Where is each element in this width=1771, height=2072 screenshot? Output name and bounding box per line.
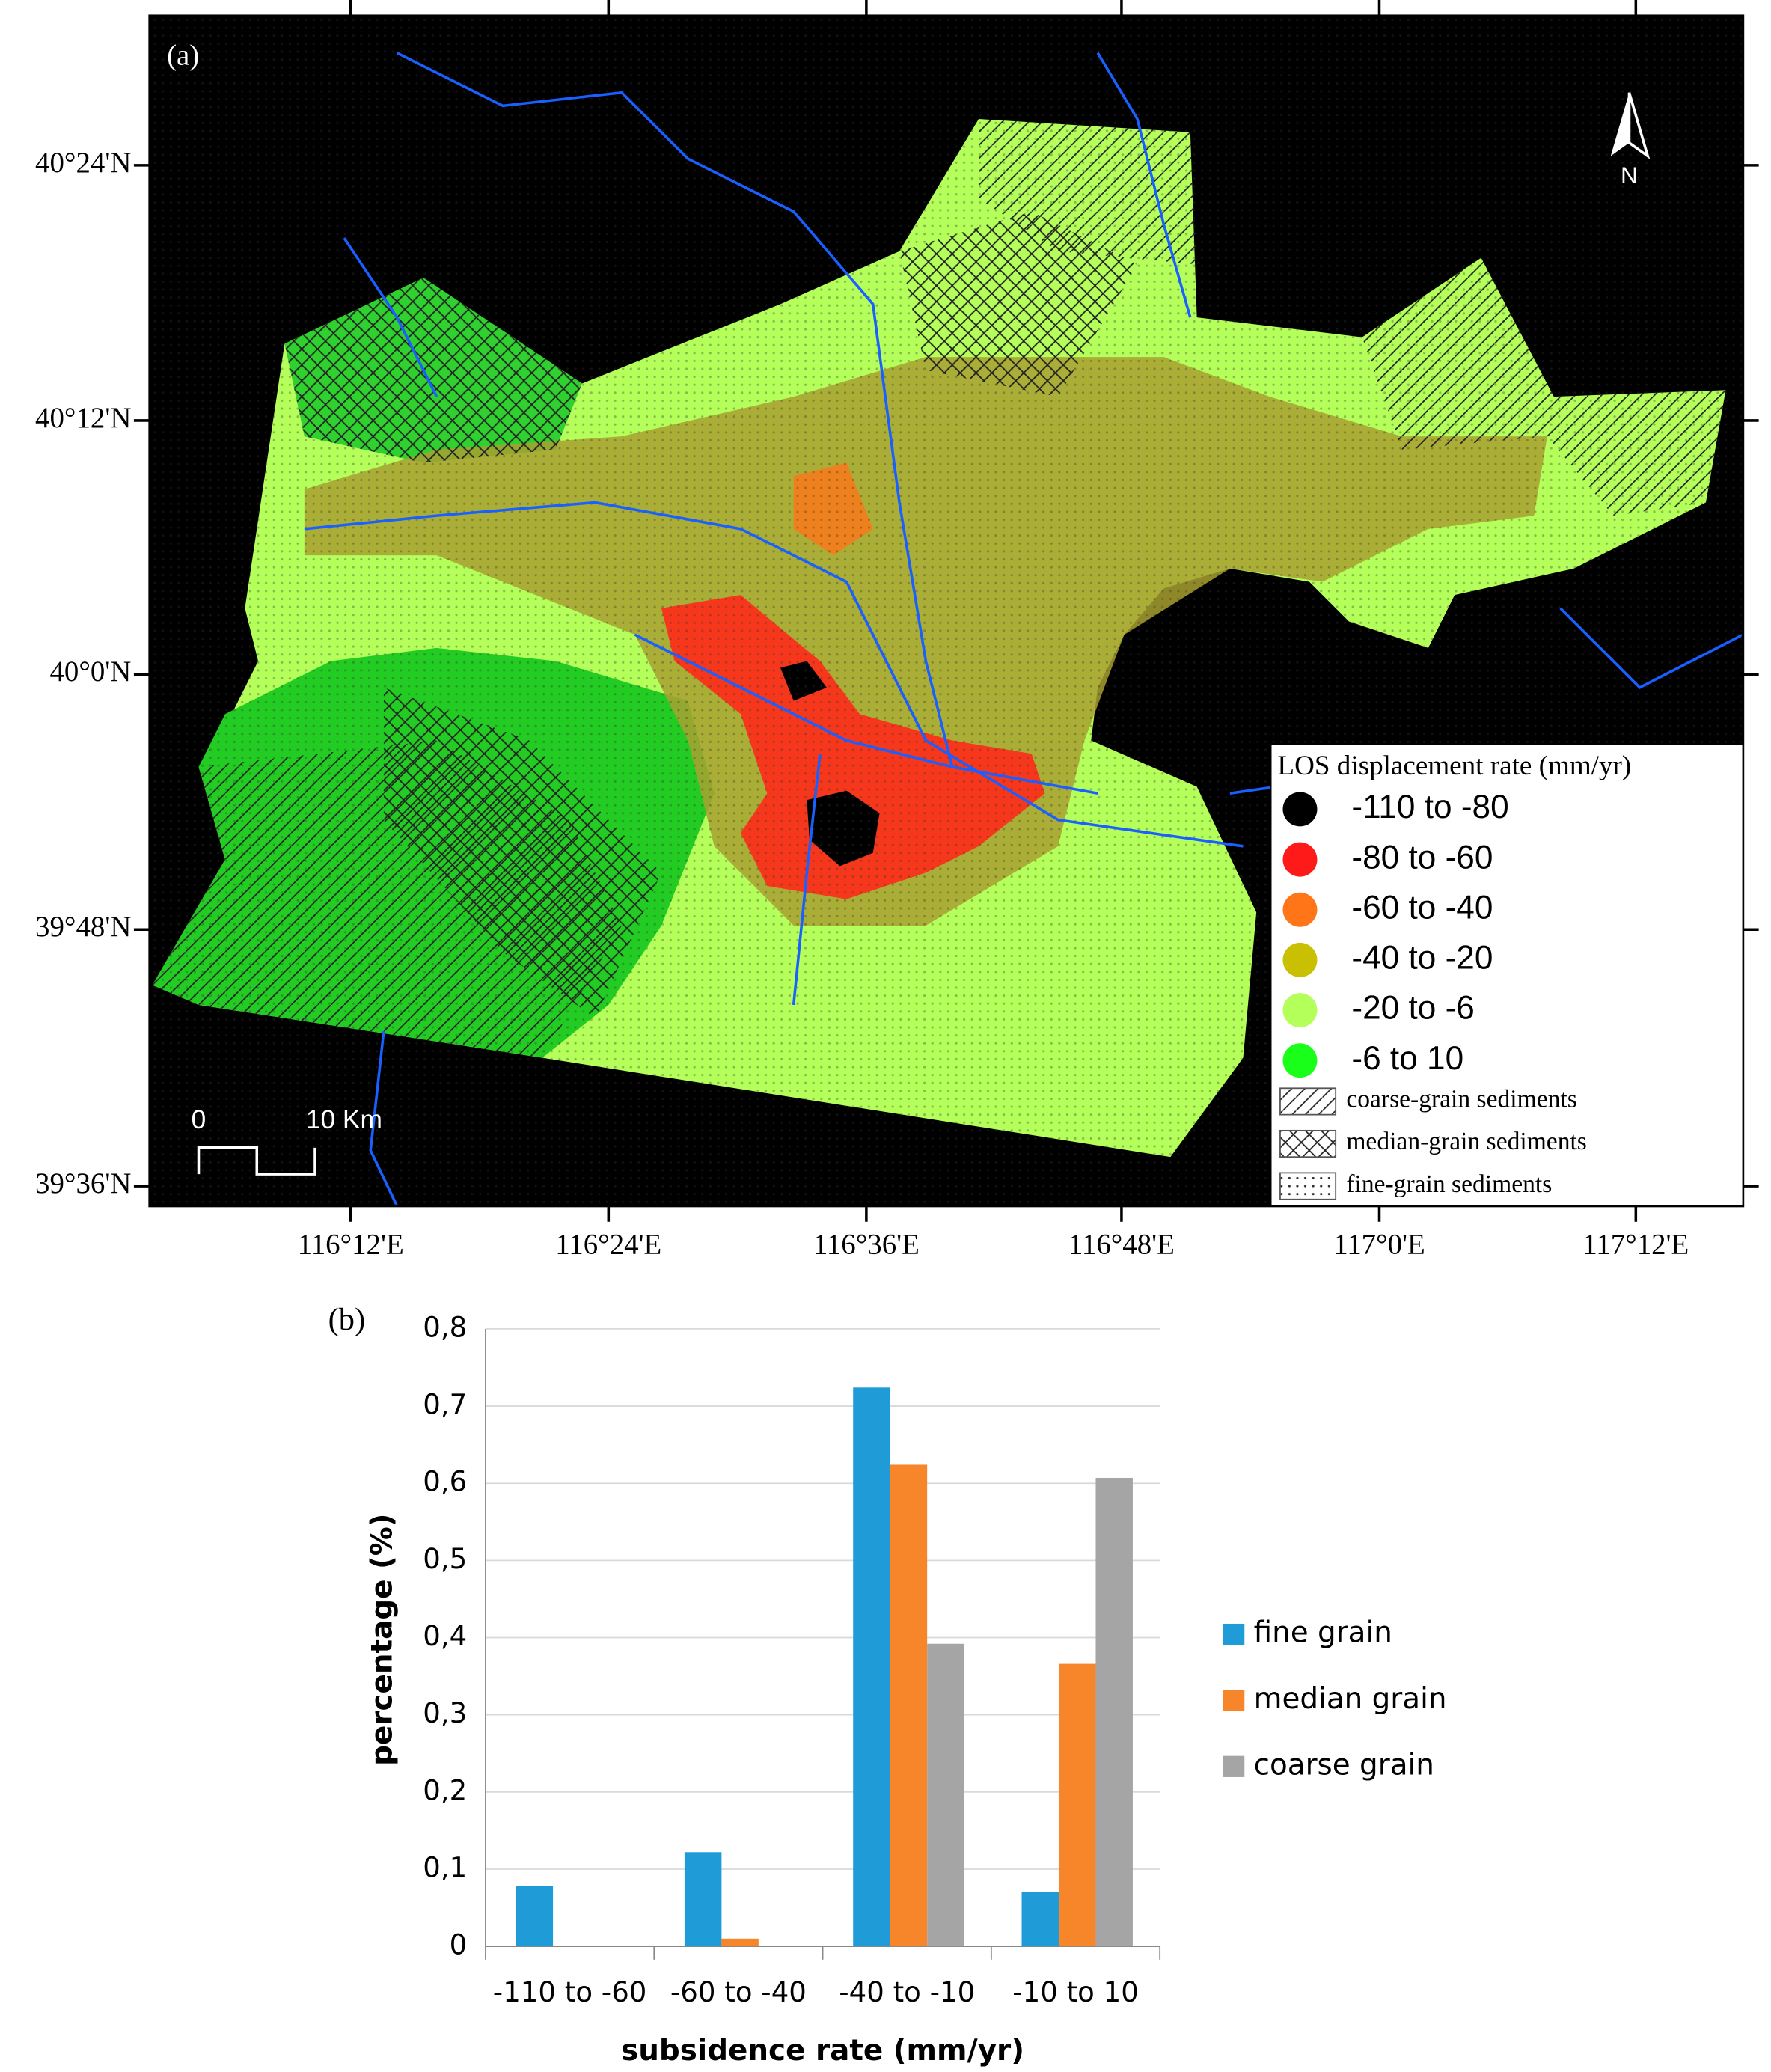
map-frame — [148, 14, 1745, 1208]
map-legend — [1270, 743, 1744, 1207]
lon-label: 117°0'E — [1333, 1228, 1425, 1260]
legend-swatch — [1282, 993, 1318, 1028]
y-tick-label: 0,2 — [423, 1774, 467, 1806]
median-grain-area — [383, 687, 661, 1018]
y-tick-label: 0,4 — [423, 1620, 467, 1652]
bar-chart: (b) percentage (%) subsidence rate (mm/y… — [328, 1302, 1447, 2068]
pattern-swatch — [1279, 1129, 1337, 1158]
legend-swatch — [1223, 1623, 1245, 1645]
legend-label: coarse grain — [1254, 1748, 1434, 1782]
lon-label: 116°36'E — [813, 1228, 920, 1260]
y-tick-label: 0,8 — [423, 1311, 467, 1343]
lat-label: 39°36'N — [35, 1167, 131, 1200]
y-tick-label: 0,7 — [423, 1389, 467, 1421]
legend-swatch — [1282, 1043, 1318, 1078]
map: (a) 40°24'N 40°12'N 40°0'N 39°48'N 39°36'N 11… — [35, 0, 1759, 1260]
legend-swatch — [1282, 892, 1318, 927]
lat-label: 40°12'N — [35, 402, 131, 434]
panel-label: (a) — [167, 40, 199, 72]
y-tick-label: 0,1 — [423, 1851, 467, 1883]
lon-label: 116°24'E — [555, 1228, 661, 1260]
pattern-swatch — [1279, 1172, 1337, 1200]
bar — [853, 1387, 890, 1947]
bar — [1095, 1477, 1133, 1947]
lon-label: 117°12'E — [1582, 1228, 1689, 1260]
legend-label: fine grain — [1254, 1616, 1392, 1650]
bar — [927, 1643, 964, 1947]
panel-label: (b) — [328, 1302, 365, 1337]
legend-swatch — [1282, 942, 1318, 977]
legend-label: -60 to -40 — [1351, 889, 1493, 926]
y-tick-label: 0,6 — [423, 1466, 467, 1498]
legend-label: -40 to -20 — [1351, 940, 1493, 977]
legend-swatch — [1223, 1690, 1245, 1711]
legend-swatch — [1282, 842, 1318, 877]
legend-label: -80 to -60 — [1351, 839, 1493, 875]
x-tick-label: -110 to -60 — [493, 1976, 647, 2008]
scale-end: 10 Km — [306, 1105, 382, 1134]
scale-start: 0 — [192, 1105, 207, 1134]
bar — [684, 1852, 722, 1947]
bar — [721, 1938, 759, 1947]
bar — [1021, 1892, 1059, 1947]
north-arrow — [1627, 92, 1651, 159]
y-tick-label: 0,5 — [423, 1543, 467, 1575]
y-tick-label: 0,3 — [423, 1697, 467, 1729]
y-axis-label: percentage (%) — [365, 1513, 399, 1765]
bar — [1058, 1663, 1096, 1947]
pattern-swatch — [1279, 1087, 1337, 1116]
y-tick-label: 0 — [450, 1929, 468, 1961]
bar — [890, 1464, 928, 1947]
legend-swatch — [1223, 1755, 1245, 1777]
pattern-label: median-grain sediments — [1346, 1128, 1587, 1155]
median-grain-area — [899, 211, 1138, 397]
x-tick-label: -10 to 10 — [1012, 1976, 1139, 2008]
legend-label: -6 to 10 — [1351, 1040, 1463, 1077]
scale-bar — [197, 1146, 316, 1176]
bar — [516, 1886, 554, 1947]
x-tick-label: -60 to -40 — [670, 1976, 807, 2008]
x-axis-label: subsidence rate (mm/yr) — [621, 2034, 1024, 2068]
legend-label: -20 to -6 — [1351, 990, 1474, 1027]
north-label: N — [1621, 162, 1638, 189]
lon-label: 116°12'E — [298, 1228, 404, 1260]
lon-label: 116°48'E — [1068, 1228, 1175, 1260]
pattern-label: fine-grain sediments — [1346, 1170, 1552, 1198]
coarse-grain-area — [1362, 257, 1726, 516]
x-tick-label: -40 to -10 — [839, 1976, 975, 2008]
lat-label: 40°24'N — [35, 147, 131, 179]
legend-title: LOS displacement rate (mm/yr) — [1277, 751, 1631, 781]
legend-swatch — [1282, 792, 1318, 827]
legend-label: -110 to -80 — [1351, 789, 1508, 825]
median-grain-area — [284, 278, 582, 463]
lat-label: 40°0'N — [49, 655, 131, 688]
legend-label: median grain — [1254, 1682, 1447, 1716]
pattern-label: coarse-grain sediments — [1346, 1086, 1576, 1113]
lat-label: 39°48'N — [35, 911, 131, 943]
